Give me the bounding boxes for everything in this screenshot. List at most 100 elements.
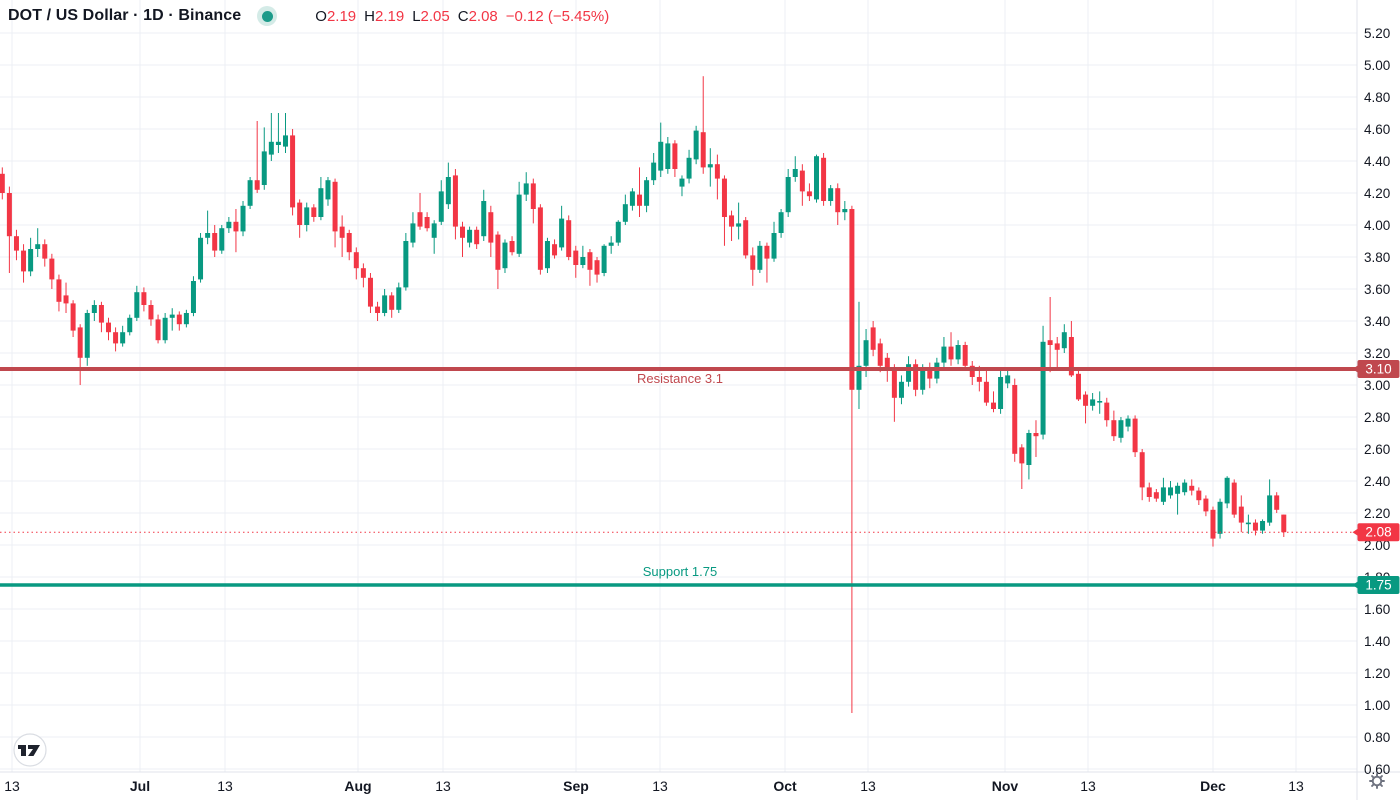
candle[interactable] xyxy=(49,253,55,289)
candle[interactable] xyxy=(1012,378,1018,462)
candle[interactable] xyxy=(693,125,699,165)
candle[interactable] xyxy=(346,229,352,261)
candle[interactable] xyxy=(1005,370,1011,389)
candle[interactable] xyxy=(842,201,848,221)
candle[interactable] xyxy=(573,245,579,278)
candle[interactable] xyxy=(1146,482,1152,502)
candle[interactable] xyxy=(792,156,798,182)
candle[interactable] xyxy=(13,229,19,261)
candle[interactable] xyxy=(1125,415,1131,432)
candle[interactable] xyxy=(113,327,119,352)
candle[interactable] xyxy=(764,242,770,283)
candle[interactable] xyxy=(1189,479,1195,496)
candle[interactable] xyxy=(743,217,749,259)
candle[interactable] xyxy=(1061,324,1067,353)
candle[interactable] xyxy=(891,364,897,422)
candle[interactable] xyxy=(814,154,819,203)
candle[interactable] xyxy=(778,209,784,238)
candle[interactable] xyxy=(98,301,104,333)
candle[interactable] xyxy=(1182,479,1188,496)
candle[interactable] xyxy=(983,369,989,406)
candle[interactable] xyxy=(1019,444,1025,489)
candle[interactable] xyxy=(84,309,90,366)
candle[interactable] xyxy=(226,217,232,233)
candle[interactable] xyxy=(481,189,487,241)
candle[interactable] xyxy=(233,209,239,253)
candle[interactable] xyxy=(297,199,303,238)
candle[interactable] xyxy=(828,185,834,206)
candle[interactable] xyxy=(134,285,140,321)
candle[interactable] xyxy=(877,338,883,373)
candle[interactable] xyxy=(537,204,543,275)
candle[interactable] xyxy=(941,337,947,368)
candle[interactable] xyxy=(198,233,204,283)
candle[interactable] xyxy=(1210,506,1216,547)
candle[interactable] xyxy=(700,76,706,174)
candle[interactable] xyxy=(856,301,862,409)
candle[interactable] xyxy=(290,129,296,216)
candle[interactable] xyxy=(637,167,642,217)
candle[interactable] xyxy=(1111,410,1117,441)
candle[interactable] xyxy=(750,247,756,286)
candle[interactable] xyxy=(622,194,628,225)
price-axis[interactable] xyxy=(1357,0,1400,800)
candle[interactable] xyxy=(474,226,480,249)
candle[interactable] xyxy=(431,220,437,254)
candle[interactable] xyxy=(169,308,175,331)
candle[interactable] xyxy=(615,220,621,246)
candle[interactable] xyxy=(0,167,5,200)
candle[interactable] xyxy=(1224,476,1230,509)
candle[interactable] xyxy=(1160,477,1166,505)
candle[interactable] xyxy=(721,175,727,246)
candle[interactable] xyxy=(913,359,919,397)
time-axis[interactable] xyxy=(0,772,1357,800)
candle[interactable] xyxy=(544,237,550,273)
candle[interactable] xyxy=(1097,391,1103,414)
candle[interactable] xyxy=(1238,495,1244,533)
candle[interactable] xyxy=(969,361,975,385)
candle[interactable] xyxy=(927,362,933,389)
candle[interactable] xyxy=(353,247,359,280)
candle[interactable] xyxy=(183,309,189,328)
candle[interactable] xyxy=(339,215,345,257)
candle[interactable] xyxy=(729,210,735,241)
candle[interactable] xyxy=(162,313,168,344)
candle[interactable] xyxy=(70,300,76,337)
candle[interactable] xyxy=(714,154,720,200)
candle[interactable] xyxy=(686,149,692,184)
candle[interactable] xyxy=(806,183,812,201)
candle[interactable] xyxy=(382,289,388,317)
candle[interactable] xyxy=(56,274,62,312)
candle[interactable] xyxy=(1267,479,1273,526)
candle[interactable] xyxy=(212,225,218,257)
candle[interactable] xyxy=(1040,325,1046,440)
candle[interactable] xyxy=(665,137,671,174)
candle[interactable] xyxy=(417,193,423,230)
candle[interactable] xyxy=(587,249,593,286)
candle[interactable] xyxy=(672,140,678,177)
candle[interactable] xyxy=(460,221,465,257)
candle[interactable] xyxy=(516,181,522,257)
candle[interactable] xyxy=(367,273,373,313)
candle[interactable] xyxy=(1175,482,1181,515)
candle[interactable] xyxy=(424,212,430,232)
candle[interactable] xyxy=(21,244,27,283)
candle[interactable] xyxy=(1274,492,1280,513)
candle[interactable] xyxy=(523,172,529,201)
candle[interactable] xyxy=(658,122,664,177)
candle[interactable] xyxy=(1231,479,1237,518)
candle[interactable] xyxy=(410,212,416,248)
candle[interactable] xyxy=(488,205,494,257)
candle[interactable] xyxy=(580,245,586,269)
candle[interactable] xyxy=(325,177,331,206)
candle[interactable] xyxy=(601,244,607,277)
candle[interactable] xyxy=(1260,519,1266,534)
candle[interactable] xyxy=(509,236,515,256)
candle[interactable] xyxy=(275,113,281,153)
candle[interactable] xyxy=(955,340,961,365)
candle[interactable] xyxy=(91,300,97,321)
candle[interactable] xyxy=(1168,481,1173,499)
candle[interactable] xyxy=(283,113,288,153)
candle[interactable] xyxy=(318,177,324,221)
candle[interactable] xyxy=(1083,391,1089,424)
